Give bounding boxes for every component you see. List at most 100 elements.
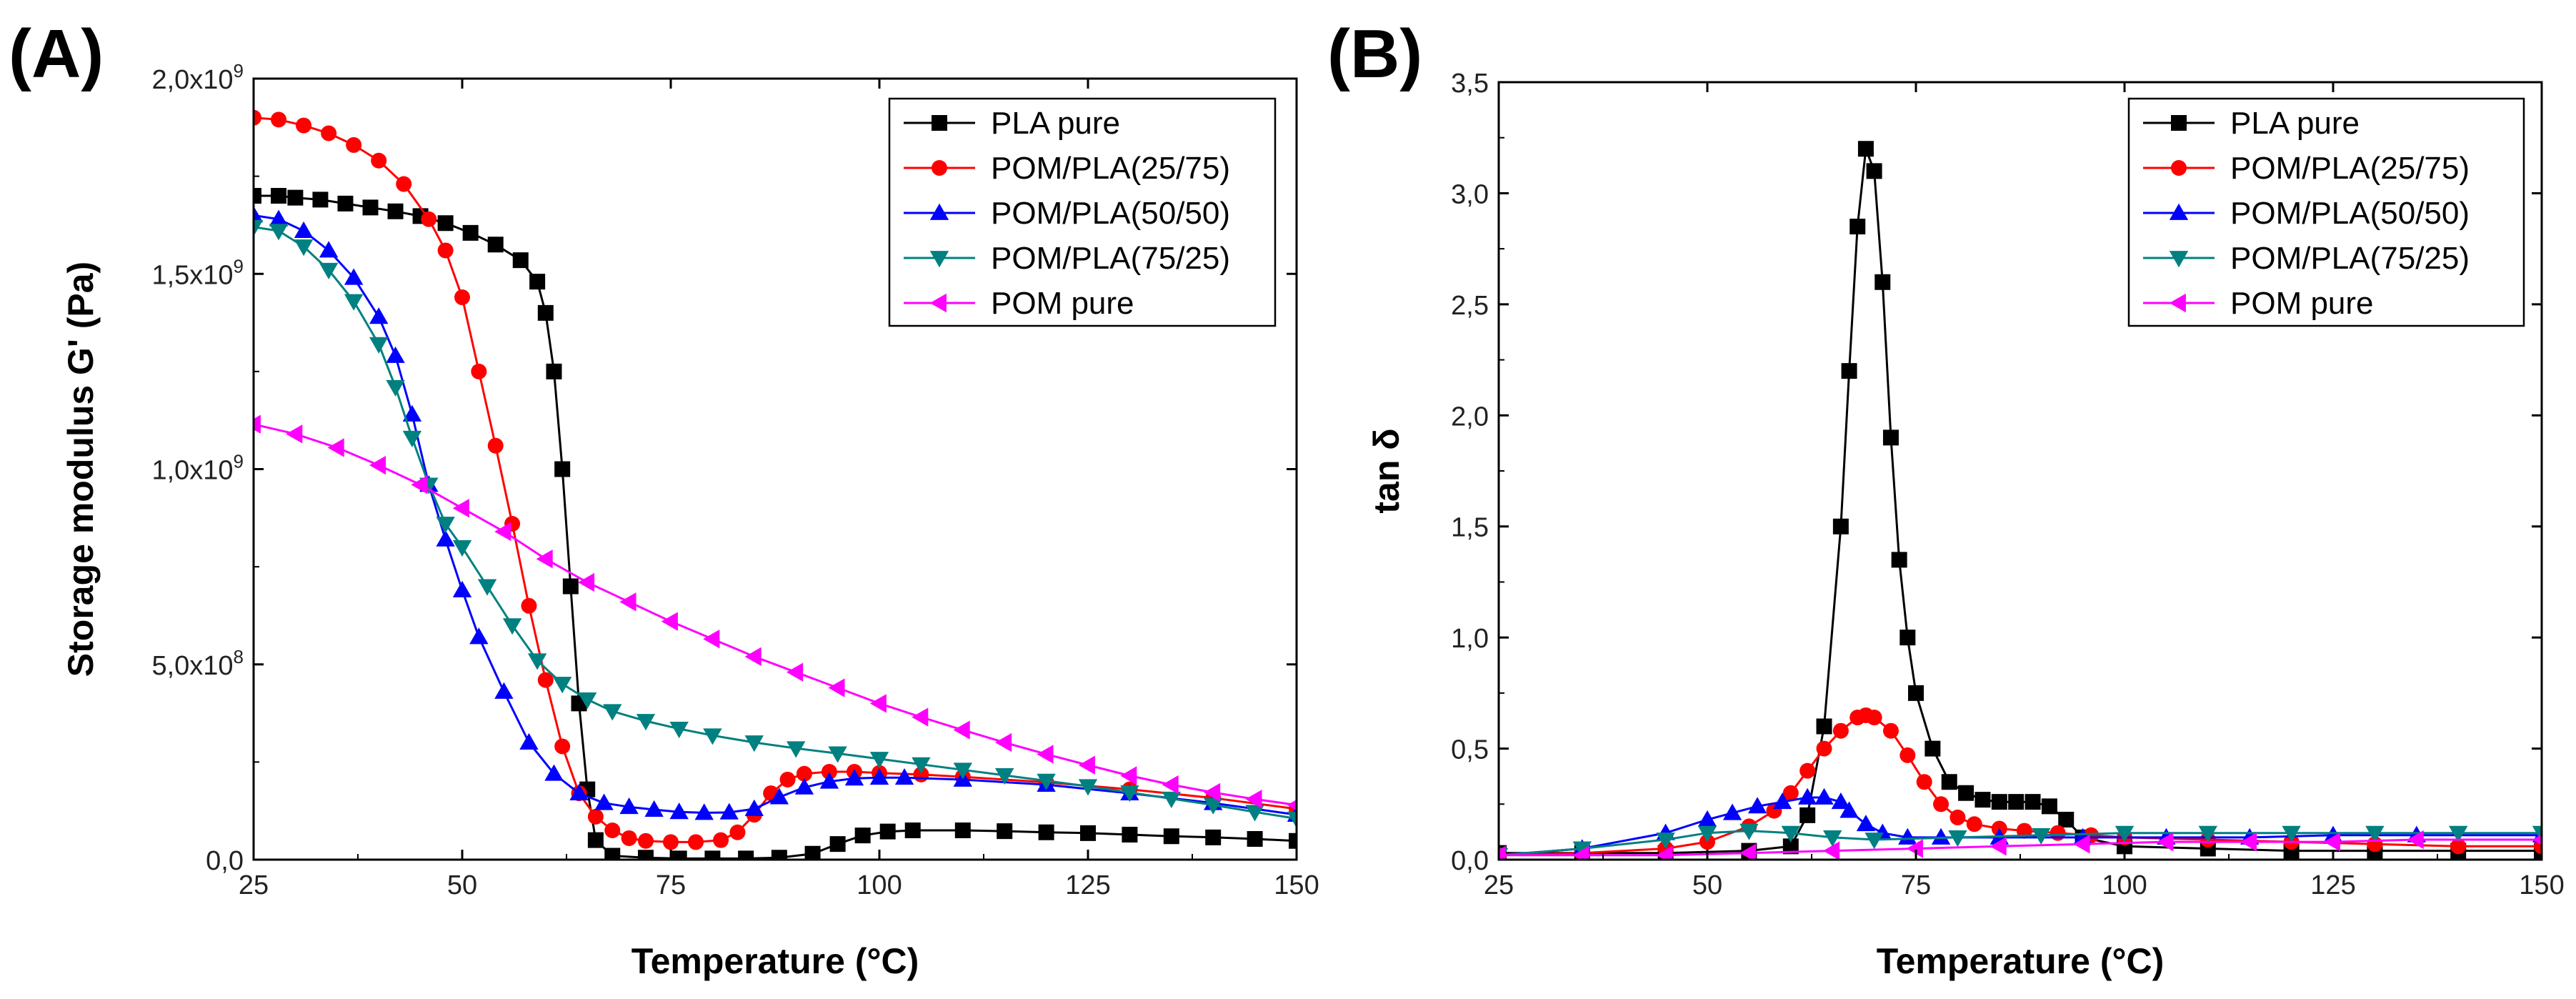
series-pom-pure — [1499, 830, 2542, 860]
data-point — [1163, 828, 1179, 845]
data-point — [1849, 219, 1866, 235]
data-point — [1245, 805, 1264, 822]
data-point — [594, 793, 614, 810]
data-point — [537, 304, 554, 321]
x-tick-label: 25 — [239, 870, 269, 900]
data-point — [894, 768, 914, 785]
legend: PLA pure POM/PLA(25/75) POM/PLA(50/50) POM/… — [888, 97, 1277, 327]
x-tick-label: 75 — [656, 870, 686, 900]
data-point — [637, 832, 654, 849]
legend-label: POM pure — [2230, 286, 2374, 321]
data-point — [1882, 429, 1899, 446]
data-point — [997, 823, 1013, 840]
data-point — [912, 707, 929, 727]
data-point — [494, 522, 511, 542]
data-point — [1916, 774, 1932, 790]
data-point — [744, 735, 764, 752]
data-point — [1832, 722, 1849, 739]
data-point — [1864, 832, 1884, 850]
data-point — [562, 578, 579, 595]
plot-area — [254, 109, 1297, 860]
legend-label: POM/PLA(75/25) — [2230, 241, 2470, 276]
data-point — [621, 830, 637, 846]
data-point — [396, 176, 412, 192]
data-point — [1898, 827, 1917, 845]
data-point — [487, 237, 504, 253]
data-point — [879, 823, 896, 840]
data-point — [819, 772, 839, 789]
data-point — [369, 337, 389, 354]
data-point — [1906, 839, 1923, 858]
series-line — [254, 214, 1297, 816]
data-point — [2157, 832, 2174, 852]
data-point — [779, 771, 796, 787]
y-tick-label: 2,0 — [1451, 402, 1489, 432]
data-point — [1722, 803, 1742, 820]
data-point — [619, 592, 636, 612]
data-point — [869, 694, 887, 713]
data-point — [703, 630, 720, 649]
data-point — [1832, 518, 1849, 535]
data-point — [1122, 827, 1138, 843]
data-point — [569, 783, 589, 800]
x-tick-label: 100 — [2102, 870, 2147, 900]
data-point — [1287, 811, 1297, 828]
panel-a: (A) 25 50 75 100 125 150 0,0 5,0x108 1,0x109 1,5x… — [9, 16, 1319, 981]
legend-label: POM/PLA(50/50) — [2230, 196, 2470, 231]
data-point — [521, 597, 537, 614]
data-point — [744, 647, 762, 667]
data-point — [1899, 747, 1916, 763]
data-point — [794, 777, 814, 795]
data-point — [1204, 797, 1223, 815]
data-point — [386, 346, 405, 363]
data-point — [271, 187, 287, 204]
data-point — [2058, 812, 2075, 828]
data-point — [454, 289, 470, 306]
data-point — [1948, 830, 1967, 848]
series-pom-pure — [254, 414, 1297, 811]
series-pom-pla-75-25- — [254, 219, 1297, 828]
data-point — [912, 757, 931, 774]
legend-entry: POM/PLA(50/50) — [2143, 196, 2470, 231]
data-point — [319, 262, 339, 279]
data-point — [402, 404, 422, 422]
y-tick-label: 1,5 — [1451, 513, 1489, 543]
data-point — [1697, 810, 1717, 827]
data-point — [2532, 834, 2542, 845]
x-tick-label: 150 — [2519, 870, 2564, 900]
data-point — [387, 203, 404, 219]
series-line — [254, 194, 1297, 860]
panel-label: (A) — [9, 16, 104, 92]
data-point — [2449, 825, 2468, 843]
data-point — [344, 268, 364, 285]
legend-entry: POM/PLA(75/25) — [904, 241, 1230, 276]
x-axis-title: Temperature (°C) — [631, 941, 919, 981]
x-tick-label: 125 — [1065, 870, 1110, 900]
legend-marker — [932, 160, 947, 176]
legend-marker — [2169, 293, 2186, 313]
legend-marker — [2171, 160, 2187, 176]
data-point — [1080, 825, 1096, 841]
legend-marker — [929, 203, 949, 220]
legend-marker — [2171, 115, 2187, 131]
data-point — [953, 762, 972, 780]
data-point — [1991, 794, 2007, 810]
series-pom-pla-75-25- — [1499, 823, 2542, 860]
data-point — [1990, 837, 2007, 856]
data-point — [1078, 755, 1095, 775]
data-point — [787, 662, 804, 682]
legend-label: PLA pure — [2230, 106, 2360, 141]
legend-label: POM/PLA(25/75) — [2230, 151, 2470, 186]
data-point — [995, 732, 1012, 752]
y-axis-title: Storage modulus G' (Pa) — [61, 262, 101, 677]
data-point — [452, 540, 472, 557]
data-point — [1866, 710, 1882, 726]
data-point — [321, 125, 337, 141]
data-point — [337, 195, 354, 212]
plot-area — [1499, 141, 2542, 860]
data-point — [2115, 825, 2135, 843]
legend-entry: POM pure — [904, 286, 1134, 321]
data-point — [1739, 823, 1759, 840]
data-point — [452, 498, 469, 518]
